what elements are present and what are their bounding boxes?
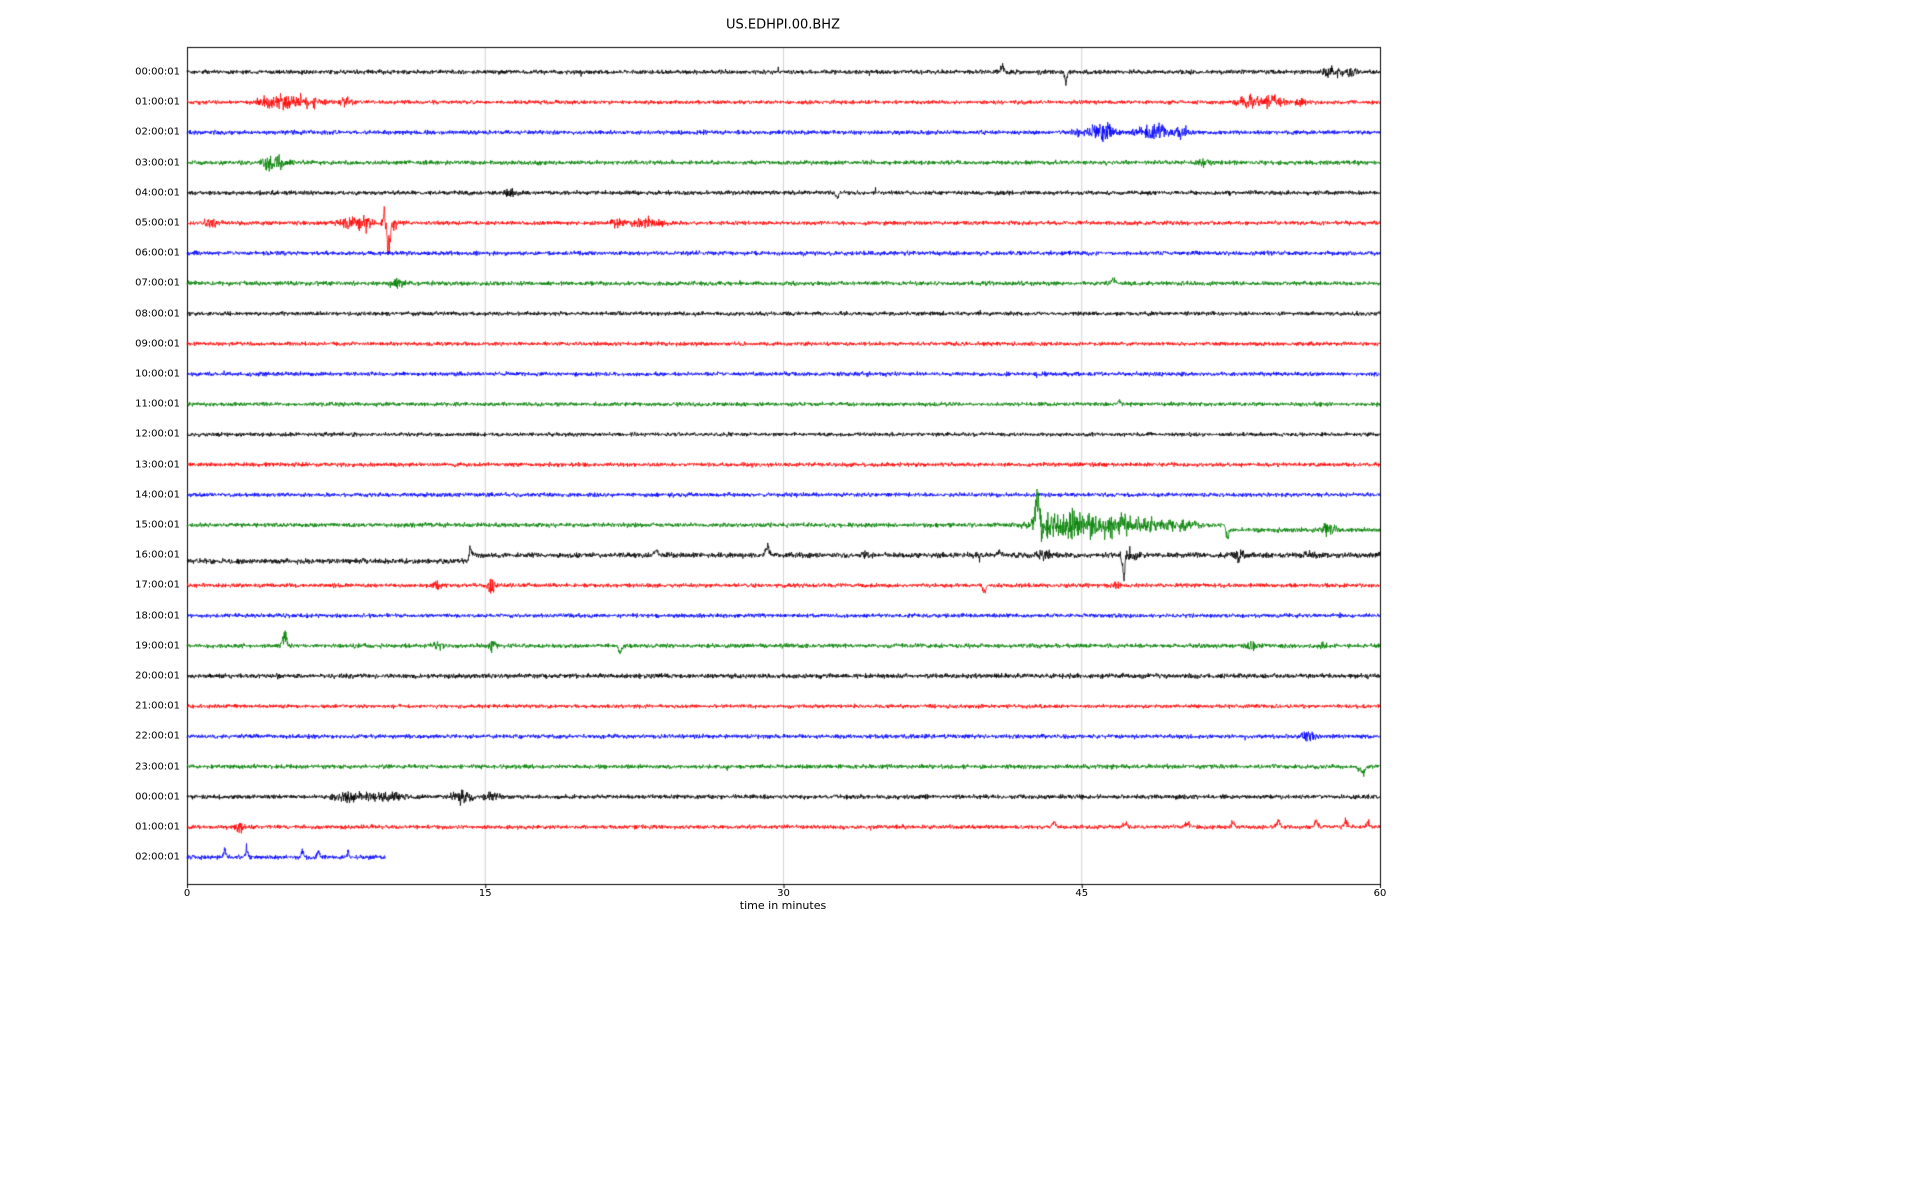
row-time-label: 09:00:01 <box>135 338 180 350</box>
row-time-label: 13:00:01 <box>135 459 180 471</box>
row-time-label: 03:00:01 <box>135 157 180 169</box>
row-time-label: 12:00:01 <box>135 428 180 440</box>
x-axis-label: time in minutes <box>739 899 827 912</box>
row-time-label: 11:00:01 <box>135 398 180 410</box>
row-time-label: 14:00:01 <box>135 489 180 501</box>
x-tick-label: 45 <box>1075 888 1089 899</box>
row-time-label: 22:00:01 <box>135 730 180 742</box>
x-tick-label: 15 <box>478 888 492 899</box>
x-tick-label: 0 <box>183 888 191 899</box>
row-time-label: 08:00:01 <box>135 308 180 320</box>
row-time-label: 20:00:01 <box>135 670 180 682</box>
row-time-label: 02:00:01 <box>135 851 180 863</box>
row-time-label: 18:00:01 <box>135 610 180 622</box>
row-time-label: 19:00:01 <box>135 640 180 652</box>
x-tick-label: 60 <box>1373 888 1387 899</box>
row-time-label: 04:00:01 <box>135 187 180 199</box>
row-time-label: 17:00:01 <box>135 579 180 591</box>
x-tick-label: 30 <box>777 888 790 899</box>
row-time-label: 21:00:01 <box>135 700 180 712</box>
row-time-label: 16:00:01 <box>135 549 180 561</box>
row-time-label: 01:00:01 <box>135 96 180 108</box>
row-time-label: 06:00:01 <box>135 247 180 259</box>
row-time-label: 05:00:01 <box>135 217 180 229</box>
row-time-label: 23:00:01 <box>135 761 180 773</box>
row-time-label: 07:00:01 <box>135 277 180 289</box>
row-time-label: 10:00:01 <box>135 368 180 380</box>
row-time-label: 00:00:01 <box>135 791 180 803</box>
row-time-label: 01:00:01 <box>135 821 180 833</box>
row-time-label: 15:00:01 <box>135 519 180 531</box>
chart-title: US.EDHPI.00.BHZ <box>726 17 840 33</box>
row-time-label: 00:00:01 <box>135 66 180 78</box>
row-time-label: 02:00:01 <box>135 126 180 138</box>
